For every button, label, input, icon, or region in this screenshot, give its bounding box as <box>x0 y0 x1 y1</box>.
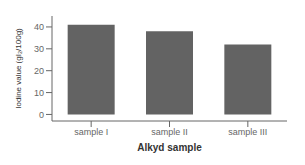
svg-text:40: 40 <box>34 22 44 32</box>
svg-text:Iodine value (gI₂/100g): Iodine value (gI₂/100g) <box>14 28 23 109</box>
svg-text:10: 10 <box>34 88 44 98</box>
svg-text:Alkyd sample: Alkyd sample <box>137 142 202 153</box>
svg-text:sample I: sample I <box>74 127 108 137</box>
svg-text:0: 0 <box>39 110 44 120</box>
svg-text:sample II: sample II <box>151 127 188 137</box>
svg-text:20: 20 <box>34 66 44 76</box>
svg-text:sample III: sample III <box>228 127 267 137</box>
svg-text:30: 30 <box>34 44 44 54</box>
